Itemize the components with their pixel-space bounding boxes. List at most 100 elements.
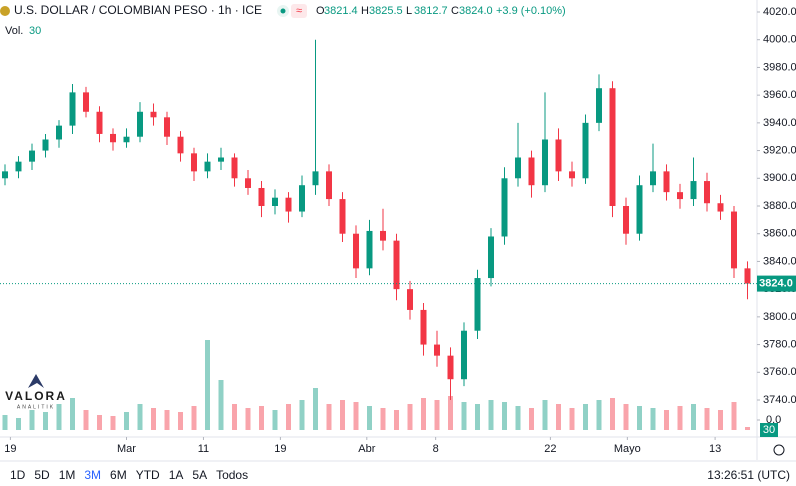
volume-bar: [488, 400, 494, 430]
range-button[interactable]: 6M: [110, 468, 127, 482]
candle-body: [204, 161, 211, 172]
y-tick-label: 4020.0: [763, 6, 796, 18]
volume-bar: [16, 418, 21, 430]
y-tick-label: 3800.0: [763, 311, 796, 323]
volume-bar: [596, 400, 602, 430]
volume-bar: [610, 398, 615, 430]
ohlc-key: O: [316, 5, 325, 17]
candle-body: [744, 268, 751, 284]
volume-bar: [637, 406, 642, 430]
candle-body: [326, 171, 332, 200]
volume-label: Vol.: [5, 25, 23, 37]
volume-bar: [340, 400, 345, 430]
volume-bar: [2, 415, 8, 430]
y-tick-label: 3960.0: [763, 89, 796, 101]
settings-icon[interactable]: [773, 444, 785, 456]
candle-body: [407, 289, 413, 310]
x-tick-label: 11: [198, 443, 209, 455]
candle-body: [704, 181, 710, 204]
candle-body: [650, 171, 656, 186]
volume-bar: [475, 404, 480, 430]
candle-body: [83, 92, 89, 112]
range-button[interactable]: 1M: [59, 468, 76, 482]
range-button[interactable]: 5A: [192, 468, 207, 482]
x-tick-label: 19: [4, 443, 16, 455]
candle-body: [623, 206, 629, 234]
candle-body: [191, 153, 197, 172]
volume-bar: [29, 410, 35, 430]
candle-body: [56, 125, 62, 140]
candle-body: [245, 178, 251, 188]
candle-body: [110, 133, 116, 143]
volume-bar: [326, 404, 332, 430]
y-tick-label: 3980.0: [763, 61, 796, 73]
candle-body: [731, 211, 737, 269]
ohlc-change: +3.9 (+0.10%): [496, 5, 566, 17]
volume-bar: [124, 412, 129, 430]
volume-tick-label: 0.0: [766, 414, 781, 426]
y-tick-label: 3740.0: [763, 394, 796, 406]
volume-bar: [542, 400, 548, 430]
candle-body: [299, 185, 305, 212]
candle-body: [150, 111, 157, 118]
candle-body: [717, 203, 724, 212]
candle-body: [272, 197, 278, 206]
volume-badge-label: 30: [763, 424, 775, 436]
volume-bar: [704, 408, 710, 430]
candle-body: [447, 355, 454, 380]
candle-body: [515, 157, 521, 179]
candle-body: [420, 309, 427, 345]
volume-bar: [232, 404, 237, 430]
candle-body: [42, 139, 49, 151]
volume-bar: [70, 398, 75, 430]
y-tick-label: 3940.0: [763, 117, 796, 129]
volume-bar: [664, 410, 669, 430]
range-button[interactable]: Todos: [216, 468, 248, 482]
candle-body: [434, 344, 440, 356]
ohlc-legend: O 3821.4 H 3825.5 L 3812.7 C 3824.0 +3.9 (+0.10%…: [316, 5, 566, 17]
candle-body: [164, 117, 170, 137]
candle-body: [258, 187, 265, 206]
candle-body: [596, 88, 602, 123]
range-button[interactable]: 3M: [84, 468, 101, 482]
volume-bar: [313, 388, 318, 430]
x-tick-label: 22: [544, 443, 556, 455]
candle-body: [393, 240, 400, 290]
y-tick-label: 3840.0: [763, 255, 796, 267]
candle-body: [677, 192, 683, 200]
candle-body: [218, 157, 224, 162]
volume-bar: [110, 416, 116, 430]
volume-bar: [731, 402, 737, 430]
candle-body: [663, 171, 670, 193]
volume-bar: [718, 410, 723, 430]
candle-body: [582, 122, 589, 179]
volume-bar: [421, 398, 426, 430]
ohlc-key: C: [451, 5, 459, 17]
ohlc-key: H: [361, 5, 369, 17]
volume-bar: [583, 404, 588, 430]
candle-body: [461, 330, 467, 380]
range-button[interactable]: 5D: [34, 468, 50, 482]
candle-body: [123, 136, 130, 143]
volume-bar: [272, 410, 278, 430]
volume-bar: [259, 406, 264, 430]
volume-bar: [691, 404, 696, 430]
y-tick-label: 3780.0: [763, 338, 796, 350]
candle-body: [555, 139, 562, 172]
x-tick-label: Abr: [358, 443, 375, 455]
alert-chip[interactable]: [291, 4, 307, 18]
x-tick-label: 13: [709, 443, 721, 455]
range-button[interactable]: 1A: [169, 468, 184, 482]
volume-bar: [529, 408, 534, 430]
volume-bar: [650, 408, 656, 430]
volume-bar: [245, 408, 251, 430]
range-button[interactable]: 1D: [10, 468, 26, 482]
candle-body: [339, 199, 346, 234]
logo-name: VALORA: [5, 389, 67, 403]
candle-body: [177, 136, 184, 154]
candle-body: [29, 150, 35, 162]
range-button[interactable]: YTD: [136, 468, 160, 482]
candle-body: [569, 171, 575, 179]
volume-bar: [380, 408, 386, 430]
